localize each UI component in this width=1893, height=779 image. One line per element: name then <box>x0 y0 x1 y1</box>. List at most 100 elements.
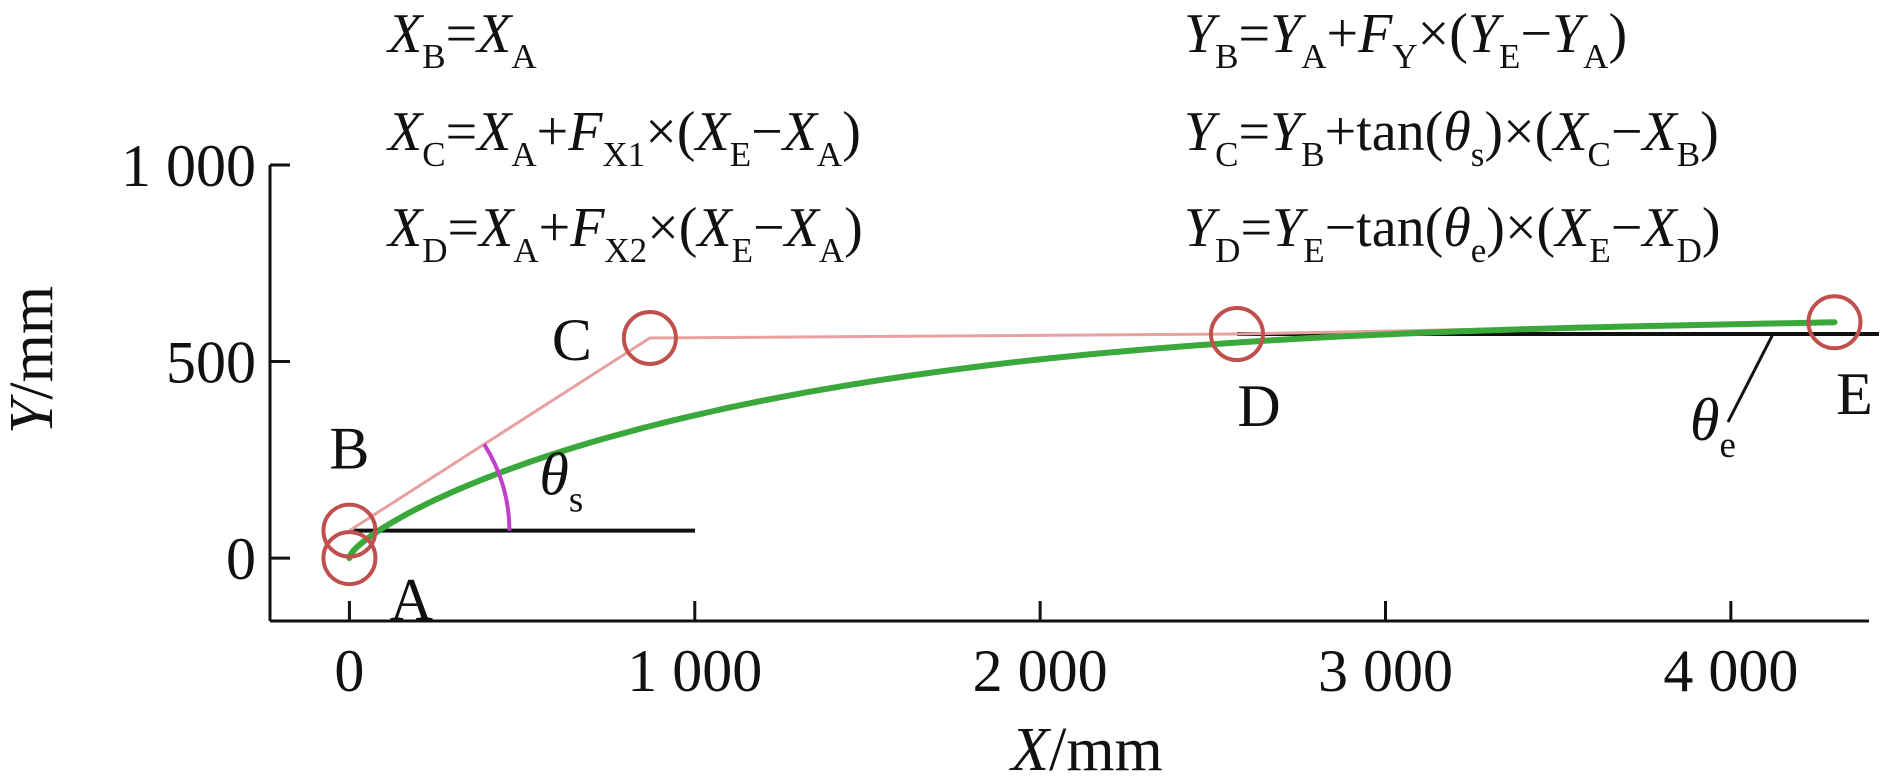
math-operator: )×( <box>1484 101 1553 163</box>
math-operator: ×( <box>647 197 697 259</box>
math-variable: θ <box>1443 197 1471 259</box>
math-subscript: E <box>1499 37 1520 76</box>
math-variable: X <box>1553 197 1592 259</box>
x-tick-label: 4 000 <box>1663 638 1798 704</box>
control-point <box>321 502 378 559</box>
math-operator: ×( <box>645 101 695 163</box>
y-tick-label: 0 <box>226 526 256 592</box>
math-text: YC=YB+tan(θs)×(XC−XB) <box>1184 101 1719 174</box>
math-subscript: e <box>1719 425 1735 466</box>
math-subscript: A <box>817 135 843 174</box>
math-subscript: C <box>1588 135 1611 174</box>
math-operator: ) <box>1608 3 1627 65</box>
math-variable: Y <box>1272 197 1309 259</box>
math-text: θs <box>539 442 583 521</box>
math-operator: + <box>539 197 571 259</box>
math-text: YD=YE−tan(θe)×(XE−XD) <box>1184 197 1721 270</box>
math-subscript: B <box>1301 135 1324 174</box>
control-point <box>1208 306 1265 363</box>
math-operator: − <box>1611 197 1643 259</box>
control-point <box>1806 294 1863 351</box>
math-variable: θ <box>539 442 568 508</box>
math-subscript: e <box>1471 231 1487 270</box>
math-operator: ) <box>1702 197 1721 259</box>
math-subscript: D <box>1215 231 1240 270</box>
math-operator: ) <box>844 197 863 259</box>
math-operator: /mm <box>1049 716 1163 779</box>
math-variable: Y <box>1184 101 1221 163</box>
math-variable: X <box>475 3 514 65</box>
math-subscript: A <box>513 231 539 270</box>
math-variable: X <box>386 3 425 65</box>
point-label: A <box>390 567 433 633</box>
math-subscript: A <box>1583 37 1609 76</box>
math-subscript: E <box>730 135 751 174</box>
x-tick-label: 3 000 <box>1318 638 1453 704</box>
math-variable: X <box>694 101 733 163</box>
math-operator: = <box>1240 197 1272 259</box>
math-variable: X <box>695 197 734 259</box>
math-operator: ) <box>1700 101 1719 163</box>
y-tick-label: 1 000 <box>121 133 256 199</box>
math-text: XB=XA <box>386 3 537 76</box>
math-operator: − <box>1520 3 1552 65</box>
math-variable: X <box>781 101 820 163</box>
math-variable: X <box>477 197 516 259</box>
math-operator: = <box>448 197 480 259</box>
math-operator: − <box>1611 101 1643 163</box>
math-operator: ) <box>842 101 861 163</box>
math-variable: Y <box>1552 3 1589 65</box>
math-operator: = <box>446 101 478 163</box>
math-subscript: E <box>1589 231 1610 270</box>
control-point <box>621 309 678 366</box>
math-operator: )×( <box>1486 197 1555 259</box>
x-tick-label: 0 <box>334 638 364 704</box>
math-subscript: A <box>819 231 845 270</box>
math-subscript: E <box>1303 231 1324 270</box>
math-variable: X <box>783 197 822 259</box>
math-operator: − <box>751 101 783 163</box>
math-text: θe <box>1690 387 1736 466</box>
math-subscript: C <box>1215 135 1238 174</box>
point-label: D <box>1237 373 1280 439</box>
y-tick-label: 500 <box>166 330 256 396</box>
math-operator: = <box>1239 3 1271 65</box>
math-variable: Y <box>1270 3 1307 65</box>
math-subscript: s <box>569 480 583 521</box>
math-subscript: B <box>1677 135 1700 174</box>
math-variable: X <box>1640 101 1679 163</box>
x-tick-label: 1 000 <box>627 638 762 704</box>
math-subscript: D <box>1677 231 1702 270</box>
math-operator: −tan( <box>1325 197 1444 259</box>
math-operator: = <box>446 3 478 65</box>
math-variable: F <box>1357 3 1393 65</box>
math-variable: X <box>475 101 514 163</box>
math-variable: X <box>1551 101 1590 163</box>
math-operator: − <box>753 197 785 259</box>
control-point <box>321 530 378 587</box>
point-label: C <box>552 307 592 373</box>
math-variable: Y <box>1184 197 1221 259</box>
math-subscript: B <box>422 37 445 76</box>
math-operator: +tan( <box>1325 101 1444 163</box>
math-variable: X <box>1640 197 1679 259</box>
angle-arc <box>482 443 512 531</box>
math-variable: X <box>386 197 425 259</box>
math-text: XD=XA+FX2×(XE−XA) <box>386 197 863 270</box>
math-subscript: A <box>1301 37 1327 76</box>
math-subscript: Y <box>1392 37 1417 76</box>
math-variable: Y <box>1184 3 1221 65</box>
bezier-curve <box>346 319 1838 562</box>
math-operator: /mm <box>0 286 66 400</box>
math-text: Y/mm <box>0 286 66 434</box>
math-subscript: E <box>732 231 753 270</box>
math-variable: X <box>1008 716 1051 779</box>
leader-line <box>1726 333 1775 423</box>
math-variable: F <box>567 101 603 163</box>
math-subscript: C <box>422 135 445 174</box>
math-variable: Y <box>0 394 66 434</box>
math-operator: ×( <box>1418 3 1468 65</box>
math-subscript: s <box>1471 135 1485 174</box>
math-operator: = <box>1239 101 1271 163</box>
